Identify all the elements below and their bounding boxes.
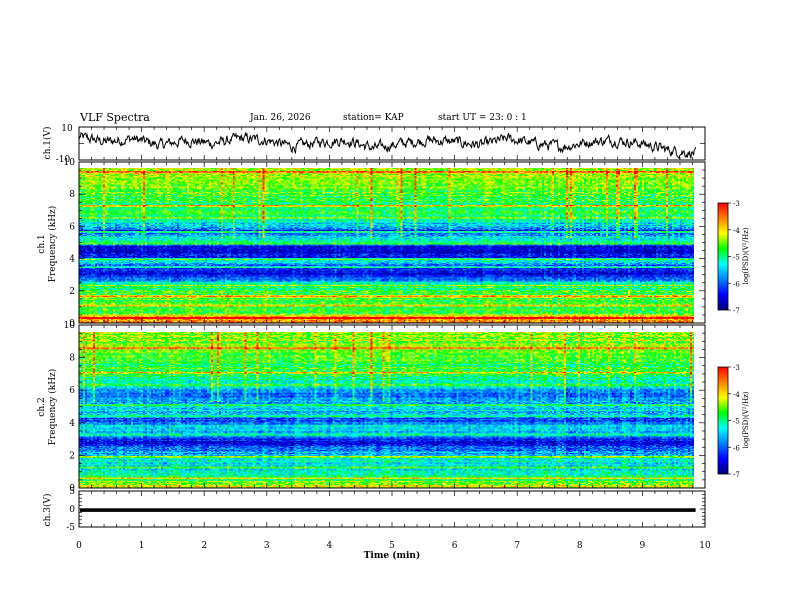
ch2-colorbar: -3 -4 -5 -6 -7 log(PSD)(V²/Hz)	[717, 364, 750, 479]
x-tick-label: 10	[699, 541, 711, 551]
ch1-ytick-bottom: -10	[56, 155, 71, 165]
ch2-colorbar-ticks: -3 -4 -5 -6 -7	[728, 364, 740, 479]
ch2-frequency-label: Frequency (kHz)	[47, 369, 58, 446]
ch3-waveform-ticks: 50-5	[66, 487, 706, 533]
ch2-colorbar-label: log(PSD)(V²/Hz)	[742, 391, 750, 448]
ch1-colorbar-gradient	[717, 202, 729, 311]
ch3-waveform-ylabel: ch.3(V)	[42, 494, 53, 527]
ch3-waveform-panel: 50-5 ch.3(V)	[42, 487, 706, 533]
ch2-spectrogram-ticks: 0 2 4 6 8 10	[64, 321, 706, 494]
x-tick-label: 1	[139, 541, 145, 551]
date-label: Jan. 26, 2026	[250, 113, 311, 123]
ch1-waveform-ticks	[78, 126, 706, 161]
y-tick-label: 2	[69, 451, 75, 461]
ch2-spectrogram-ylabel: ch.2	[37, 397, 47, 416]
x-tick-label: 0	[76, 541, 82, 551]
ch1-spectrogram-ylabel: ch.1	[37, 234, 47, 253]
ch1-ytick-top: 10	[61, 124, 73, 134]
x-tick-label: 7	[514, 541, 520, 551]
x-tick-label: 6	[452, 541, 458, 551]
x-tick-label: 8	[577, 541, 583, 551]
chart-title: VLF Spectra	[80, 111, 150, 124]
colorbar-tick-label: -3	[733, 200, 740, 208]
ch1-spectrogram-panel: 0 2 4 6 8 10 ch.1 Frequency (kHz)	[37, 158, 706, 329]
time-axis: 0 1 2 3 4 5 6 7 8 9 10	[76, 541, 711, 551]
x-tick-label: 3	[264, 541, 270, 551]
ch1-waveform-frame	[78, 126, 706, 161]
ch1-colorbar-ticks: -3 -4 -5 -6 -7	[728, 200, 740, 315]
colorbar-tick-label: -6	[733, 280, 740, 288]
x-tick-label: 4	[327, 541, 333, 551]
y-tick-label: 6	[69, 386, 75, 396]
y-tick-label: 8	[69, 190, 75, 200]
ch1-spectrogram-image	[79, 168, 694, 323]
x-tick-label: 5	[389, 541, 395, 551]
ch1-colorbar: -3 -4 -5 -6 -7 log(PSD)(V²/Hz)	[717, 200, 750, 315]
x-tick-label: 9	[640, 541, 646, 551]
y-tick-label: 0	[69, 484, 75, 494]
y-tick-label: 8	[69, 354, 75, 364]
y-tick-label: 4	[69, 419, 75, 429]
colorbar-tick-label: -7	[733, 471, 740, 479]
colorbar-tick-label: -4	[733, 391, 740, 399]
start-time-label: start UT = 23: 0 : 1	[438, 113, 527, 123]
colorbar-tick-label: -5	[733, 254, 740, 262]
y-tick-label: 10	[64, 158, 76, 168]
ch3-waveform-band	[80, 508, 696, 512]
time-axis-label: Time (min)	[364, 550, 421, 561]
ch1-waveform-ylabel: ch.1(V)	[42, 127, 53, 160]
y-tick-label: 0	[69, 505, 75, 515]
ch2-colorbar-gradient	[717, 366, 729, 475]
colorbar-tick-label: -4	[733, 227, 740, 235]
y-tick-label: 5	[69, 487, 75, 497]
station-label: station= KAP	[343, 113, 404, 123]
y-tick-label: -5	[66, 523, 75, 533]
colorbar-tick-label: -6	[733, 444, 740, 452]
colorbar-tick-label: -5	[733, 418, 740, 426]
y-tick-label: 2	[69, 287, 75, 297]
colorbar-tick-label: -3	[733, 364, 740, 372]
ch1-waveform-panel: 10 -10 ch.1(V)	[42, 124, 706, 165]
ch1-colorbar-label: log(PSD)(V²/Hz)	[742, 227, 750, 284]
ch1-frequency-label: Frequency (kHz)	[47, 206, 58, 283]
y-tick-label: 4	[69, 255, 75, 265]
ch2-spectrogram-image	[79, 332, 694, 488]
y-tick-label: 6	[69, 222, 75, 232]
y-tick-label: 10	[64, 321, 76, 331]
x-tick-label: 2	[201, 541, 207, 551]
ch2-spectrogram-panel: 0 2 4 6 8 10 ch.2 Frequency (kHz)	[37, 321, 706, 494]
colorbar-tick-label: -7	[733, 307, 740, 315]
y-tick-label: 0	[69, 319, 75, 329]
ch1-spectrogram-ticks: 0 2 4 6 8 10	[64, 158, 706, 329]
ch1-waveform-line	[78, 131, 697, 160]
